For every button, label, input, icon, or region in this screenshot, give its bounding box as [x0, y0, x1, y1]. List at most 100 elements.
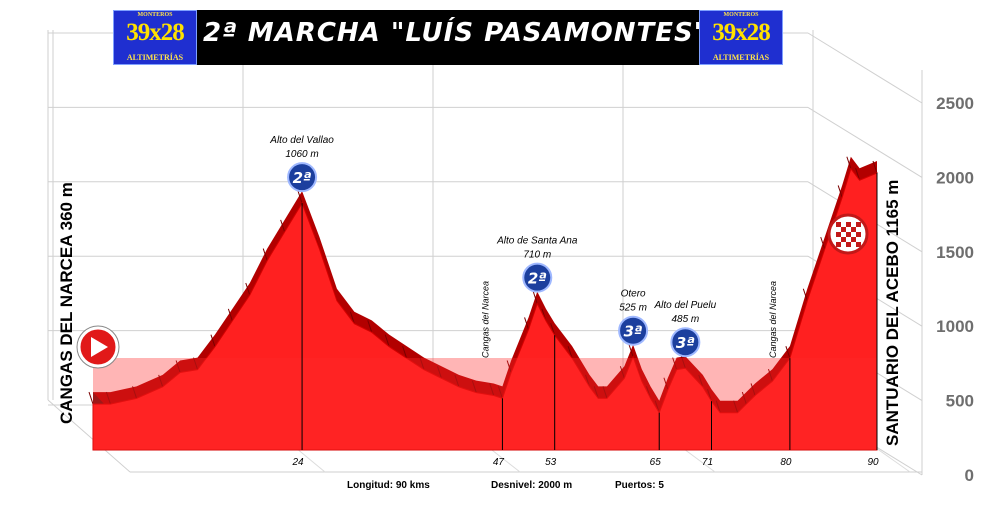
- waypoint-label: Cangas del Narcea: [768, 281, 778, 358]
- profile-hatch: [837, 185, 843, 198]
- y-tick-label: 1500: [936, 243, 974, 262]
- climb-name-label: Alto del Puelu: [653, 300, 716, 311]
- profile-hatch: [524, 317, 530, 330]
- logo-left: MONTEROS 39x28 ALTIMETRÍAS: [113, 10, 197, 65]
- profile-hatch: [567, 346, 573, 359]
- checker-square: [846, 242, 851, 247]
- profile-hatch: [532, 291, 538, 304]
- climb-elevation-label: 485 m: [671, 314, 699, 325]
- logo-sub-text: ALTIMETRÍAS: [712, 53, 770, 62]
- profile-hatch: [105, 391, 111, 405]
- footer-distance: Longitud: 90 kms: [347, 480, 430, 491]
- y-tick-label: 500: [946, 392, 974, 411]
- grid-diagonal-line: [807, 106, 923, 178]
- profile-hatch: [733, 400, 739, 413]
- logo-top-text: MONTEROS: [137, 12, 173, 18]
- profile-hatch: [210, 334, 216, 347]
- climb-annotation: 2ª Alto del Vallao 1060 m: [269, 135, 334, 193]
- profile-hatch: [680, 356, 686, 369]
- checker-square: [856, 222, 861, 227]
- checker-square: [856, 242, 861, 247]
- profile-hatch: [802, 288, 808, 301]
- profile-hatch: [497, 386, 503, 399]
- endpoint-labels: CANGAS DEL NARCEA 360 m SANTUARIO DEL ACE…: [57, 180, 902, 446]
- km-tick-label: 47: [493, 457, 505, 468]
- profile-hatch: [436, 366, 442, 379]
- profile-hatch: [132, 386, 138, 399]
- profile-hatch: [280, 219, 286, 233]
- climb-name-label: Otero: [621, 289, 646, 300]
- profile-hatch: [698, 374, 704, 388]
- climb-elevation-label: 525 m: [619, 303, 647, 314]
- climb-category-badge: [618, 315, 649, 346]
- grid-floor-edge: [47, 399, 131, 473]
- profile-hatch: [297, 191, 303, 204]
- start-label: CANGAS DEL NARCEA 360 m: [57, 182, 76, 424]
- profile-hatch: [602, 386, 608, 399]
- checker-square: [836, 242, 841, 247]
- profile-hatch: [663, 377, 669, 390]
- climb-category-badge: [670, 327, 701, 358]
- profile-hatch: [872, 160, 878, 174]
- checker-square: [851, 237, 856, 242]
- checker-square: [836, 232, 841, 237]
- logo-top-text: MONTEROS: [723, 12, 759, 18]
- profile-hatch: [419, 357, 425, 370]
- profile-hatch: [593, 386, 599, 399]
- km-tick-label: 80: [780, 457, 792, 468]
- climb-annotation: 2ª Alto de Santa Ana 710 m: [496, 236, 578, 293]
- logo-main-text: 39x28: [126, 19, 185, 46]
- y-tick-label: 2000: [936, 168, 974, 187]
- profile-hatch: [88, 391, 94, 405]
- climb-category-label: 2ª: [528, 270, 547, 288]
- profile-hatch: [820, 236, 826, 250]
- y-tick-label: 2500: [936, 94, 974, 113]
- climb-name-label: Alto de Santa Ana: [496, 236, 578, 247]
- profile-front-face: [92, 167, 878, 451]
- profile-hatch: [750, 383, 756, 396]
- checker-square: [836, 222, 841, 227]
- profile-hatch: [245, 282, 251, 296]
- logo-right: MONTEROS 39x28 ALTIMETRÍAS: [699, 10, 783, 65]
- footer-elevation-gain: Desnivel: 2000 m: [491, 480, 573, 491]
- checker-square: [846, 232, 851, 237]
- checker-square: [841, 237, 846, 242]
- profile-hatch: [855, 168, 861, 181]
- footer-climbs-count: Puertos: 5: [615, 480, 664, 491]
- climb-elevation-label: 1060 m: [285, 149, 318, 160]
- checker-square: [851, 227, 856, 232]
- y-axis-labels: 0 500 1000 1500 2000 2500: [936, 94, 974, 485]
- profile-hatch: [489, 383, 495, 396]
- y-tick-label: 1000: [936, 317, 974, 336]
- profile-area: [88, 156, 878, 451]
- checker-square: [846, 222, 851, 227]
- climb-category-label: 3ª: [624, 323, 643, 341]
- profile-shade-band: [93, 358, 877, 450]
- km-markers: 24 47 53 65 71 80 90: [292, 173, 879, 468]
- climb-annotation: 3ª Alto del Puelu 485 m: [653, 300, 717, 358]
- climb-elevation-label: 710 m: [523, 250, 551, 261]
- profile-hatch: [158, 374, 164, 388]
- y-tick-label: 0: [965, 466, 974, 485]
- km-tick-label: 53: [545, 457, 557, 468]
- profile-hatch: [384, 334, 390, 347]
- start-arrow-icon: [91, 337, 108, 357]
- profile-hatch: [785, 346, 791, 359]
- profile-hatch: [715, 400, 721, 413]
- chart-title: 2ª MARCHA "LUÍS PASAMONTES": [203, 18, 709, 48]
- km-tick-label: 90: [867, 457, 879, 468]
- climb-name-label: Alto del Vallao: [269, 135, 334, 146]
- climb-category-label: 3ª: [676, 334, 695, 352]
- profile-hatch: [454, 374, 460, 388]
- climb-category-badge: [522, 262, 553, 293]
- profile-hatch: [628, 344, 634, 357]
- profile-hatch: [175, 360, 181, 373]
- logo-main-text: 39x28: [712, 19, 771, 46]
- profile-hatch: [471, 380, 477, 393]
- km-tick-label: 65: [650, 457, 662, 468]
- finish-label: SANTUARIO DEL ACEBO 1165 m: [883, 180, 902, 446]
- checker-square: [856, 232, 861, 237]
- title-banner: MONTEROS 39x28 ALTIMETRÍAS 2ª MARCHA "LU…: [113, 10, 783, 65]
- climb-category-badge: [287, 162, 318, 193]
